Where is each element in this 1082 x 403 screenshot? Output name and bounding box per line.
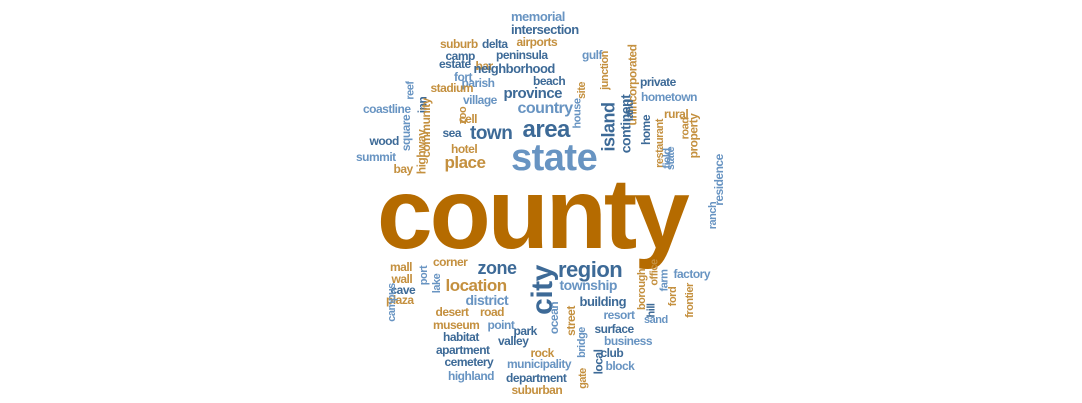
cloud-word: field: [661, 147, 674, 169]
cloud-word: desert: [435, 305, 470, 319]
cloud-word: apartment: [436, 343, 490, 357]
cloud-word: peninsula: [496, 48, 548, 62]
cloud-word: township: [559, 277, 618, 293]
cloud-word: ocean: [547, 301, 562, 335]
cloud-word: beach: [533, 74, 566, 88]
cloud-word: cave: [390, 283, 416, 297]
cloud-word: hometown: [641, 90, 698, 104]
cloud-word: park: [513, 324, 538, 338]
cloud-word: wall: [391, 272, 413, 286]
cloud-word: bridge: [575, 326, 588, 358]
cloud-word: bar: [475, 59, 494, 73]
cloud-word: mall: [390, 260, 413, 274]
cloud-word: bay: [393, 162, 414, 176]
cloud-word: area: [522, 116, 571, 143]
cloud-word: place: [444, 152, 486, 172]
cloud-word: county: [377, 158, 690, 270]
cloud-word: province: [503, 84, 563, 102]
cloud-word: rural: [664, 107, 689, 121]
cloud-word: campus: [385, 282, 398, 322]
cloud-word: square: [399, 114, 414, 152]
cloud-word: delta: [482, 37, 508, 51]
cloud-word: hotel: [451, 142, 478, 156]
cloud-word: rock: [530, 346, 555, 360]
cloud-word: land: [623, 99, 636, 121]
cloud-word: valley: [498, 334, 529, 348]
cloud-word: wood: [369, 134, 400, 148]
cloud-word: frontier: [683, 282, 696, 318]
cloud-word: ford: [666, 286, 679, 306]
cloud-word: corner: [433, 255, 468, 269]
cloud-word: highway: [413, 129, 428, 175]
cloud-word: ranch: [706, 201, 719, 229]
cloud-word: gulf: [582, 48, 603, 62]
cloud-word: suburb: [440, 37, 478, 51]
cloud-word: club: [600, 346, 624, 360]
cloud-word: port: [417, 265, 430, 285]
cloud-word: intersection: [511, 21, 579, 37]
cloud-word: residence: [711, 154, 726, 206]
cloud-word: point: [487, 318, 515, 332]
cloud-word: stadium: [430, 81, 474, 95]
cloud-word: town: [470, 122, 513, 144]
cloud-word: neighborhood: [473, 60, 556, 76]
cloud-word: road: [480, 305, 505, 319]
cloud-word: municipality: [507, 357, 572, 371]
cloud-word: habitat: [443, 330, 479, 344]
cloud-word: country: [517, 100, 574, 117]
cloud-word: parish: [461, 76, 496, 90]
cloud-word: gate: [576, 367, 589, 389]
cloud-word: surface: [594, 322, 635, 336]
cloud-word: fort: [454, 70, 473, 84]
cloud-word: office: [648, 258, 661, 286]
cloud-word: state: [511, 137, 598, 179]
cloud-word: memorial: [511, 8, 565, 24]
cloud-word: home: [639, 114, 654, 146]
cloud-word: island: [598, 102, 619, 152]
cloud-word: zone: [477, 258, 518, 278]
cloud-word: sea: [442, 126, 462, 140]
cloud-word: airports: [516, 35, 558, 49]
cloud-word: junction: [598, 50, 611, 90]
cloud-word: reef: [404, 80, 417, 100]
cloud-word: estate: [439, 57, 471, 71]
cloud-word: building: [579, 293, 627, 309]
cloud-word: factory: [673, 267, 711, 281]
cloud-word: highland: [448, 369, 495, 383]
cloud-word: block: [605, 359, 635, 373]
cloud-word: resort: [603, 308, 636, 322]
cloud-word: village: [463, 93, 497, 107]
cloud-word: site: [575, 81, 588, 99]
cloud-word: suburban: [511, 383, 563, 397]
cloud-word: museum: [433, 318, 480, 332]
cloud-word: camp: [445, 49, 476, 63]
cloud-word: location: [445, 275, 508, 295]
cloud-word: property: [685, 113, 700, 159]
cloud-word: district: [465, 292, 509, 308]
cloud-word: business: [604, 334, 653, 348]
cloud-word: region: [558, 257, 623, 282]
cloud-word: coastline: [363, 102, 411, 116]
cloud-word: sand: [644, 313, 668, 326]
cloud-word: house: [571, 98, 584, 128]
cloud-word: summit: [356, 150, 396, 164]
cloud-word: private: [640, 75, 676, 89]
cloud-word: plaza: [386, 293, 414, 307]
cloud-word: department: [506, 371, 567, 385]
cloud-word: cell: [459, 112, 478, 126]
cloud-word: cemetery: [444, 355, 494, 369]
cloud-word: lake: [430, 273, 443, 293]
